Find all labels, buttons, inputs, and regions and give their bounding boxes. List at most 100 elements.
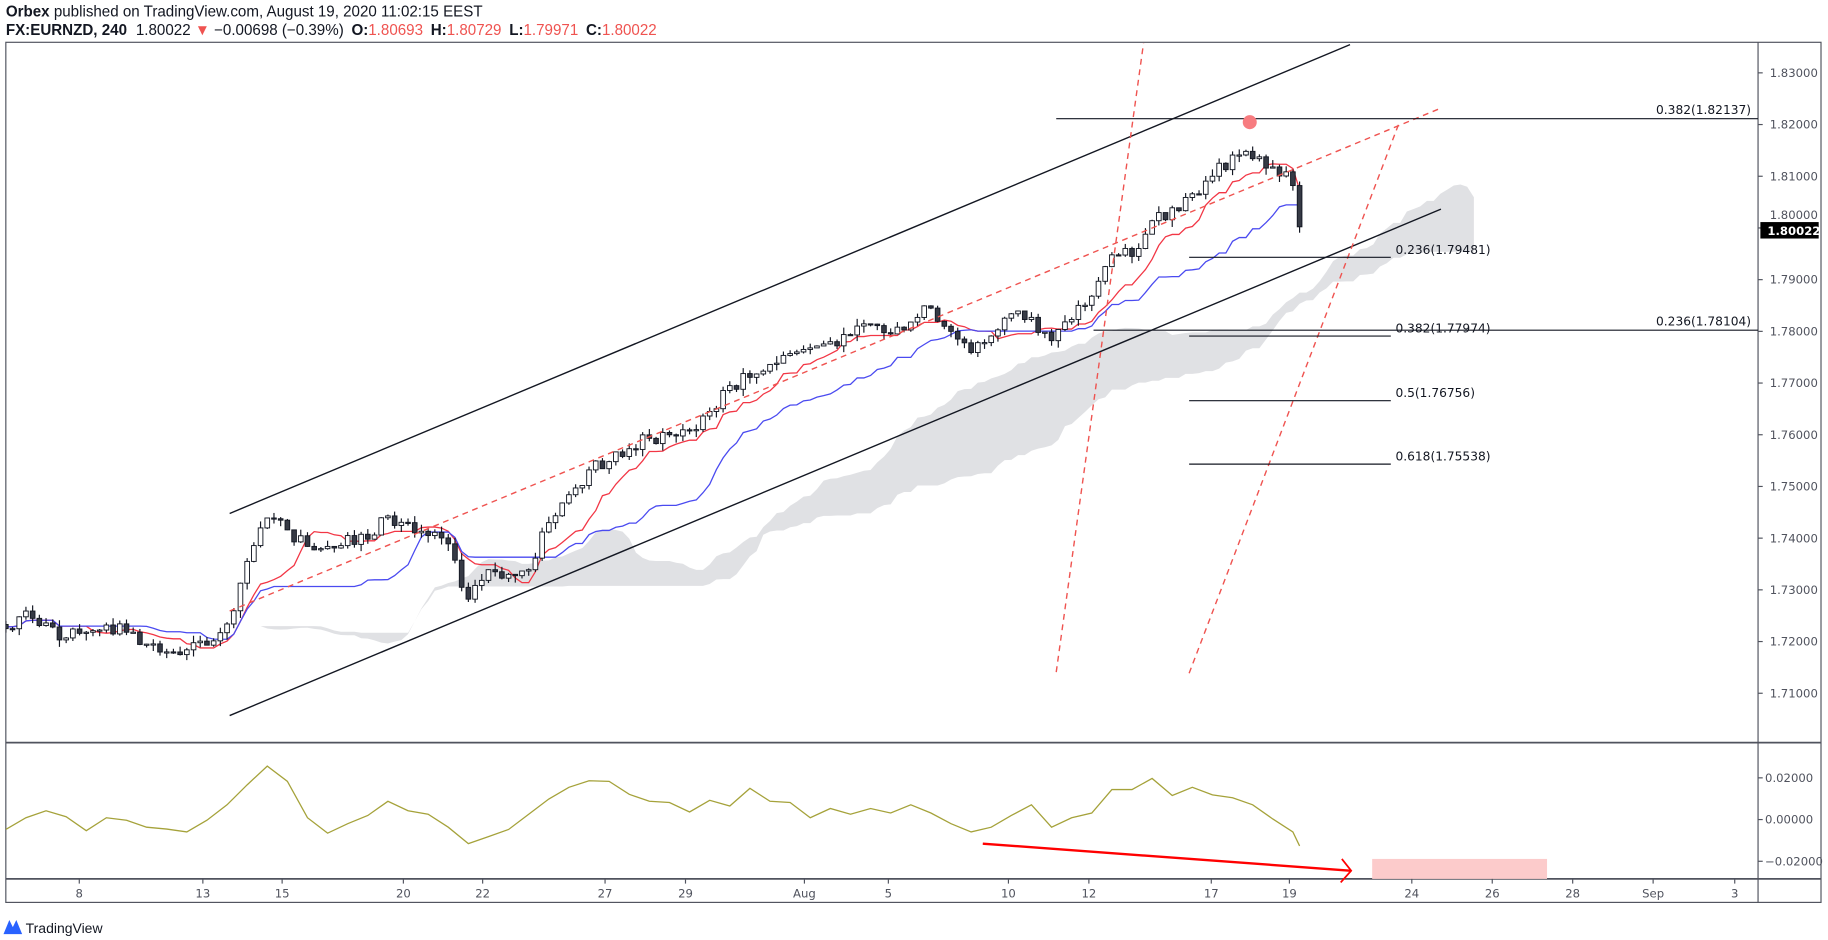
candle-bull [1269,166,1276,169]
candle-bear [391,515,398,526]
candle-bull [1202,180,1209,195]
candle-bull [539,531,545,559]
candle-bear [928,305,934,309]
candle-bull [1142,233,1149,249]
oscillator-pane [5,765,1301,847]
candle-bull [680,429,686,437]
candle-bull [1243,150,1249,156]
candle-bear [1162,212,1169,221]
candle-bull [1015,310,1021,315]
candle-bull [210,640,217,646]
candle-bear [425,530,431,537]
price-tick-label: 1.83000 [1770,66,1818,80]
candle-bear [492,569,498,573]
fib-label-0382-top: 0.382(1.82137) [1656,103,1751,117]
candle-bear [351,535,358,545]
candle-bear [277,518,284,521]
candle-bear [1129,247,1135,257]
candle-bull [532,557,539,571]
tradingview-logo[interactable]: TradingView [3,920,103,936]
candle-bull [224,623,230,634]
candle-bull [1088,295,1095,306]
candle-bear [653,437,659,445]
candle-bull [297,535,304,543]
candle-bull [150,643,157,646]
candle-bull [163,651,170,654]
candle-bull [257,527,264,547]
candle-bear [733,385,740,390]
time-tick-label: 10 [1001,887,1016,901]
candle-bear [311,545,317,551]
open-label: O: [351,22,368,39]
fan-line-1[interactable] [1055,42,1145,673]
candle-bull [740,373,747,390]
candle-bull [525,569,532,572]
candle-bull [975,342,981,354]
candle-bull [318,548,324,551]
time-tick-label: 8 [76,887,83,901]
open-value: 1.80693 [368,22,423,39]
candle-bear [331,545,338,549]
candle-bear [747,373,753,378]
fan-line-2[interactable] [1188,123,1400,674]
fib-label-0236-top: 0.236(1.78104) [1656,314,1751,328]
candle-bear [1115,254,1122,257]
candle-bull [921,305,927,318]
marker-dot[interactable] [1242,115,1257,130]
candle-bull [1229,154,1236,171]
candle-bull [1008,313,1015,319]
candle-bull [190,642,197,651]
candle-bull [981,342,988,345]
retracement-label-05: 0.5(1.76756) [1395,386,1474,400]
price-axis[interactable]: 1.83000 1.82000 1.81000 1.80000 1.79000 1.780… [1758,66,1818,700]
osc-tick-label: −0.02000 [1765,854,1823,868]
candle-bear [1263,156,1269,169]
channel-lower-line[interactable] [229,208,1442,717]
candle-bear [304,535,311,547]
candle-bull [197,640,204,644]
candle-bull [324,545,331,550]
candle-bull [358,533,364,545]
candle-bull [1109,254,1115,268]
high-value: 1.80729 [447,22,502,39]
channel-mid-dashed-line[interactable] [229,107,1442,612]
osc-tick-label: 0.00000 [1765,813,1813,827]
time-tick-label: 15 [275,887,290,901]
oscillator-axis[interactable]: 0.02000 0.00000 −0.02000 [1758,771,1823,868]
divergence-arrow[interactable] [982,842,1353,884]
price-tick-label: 1.73000 [1770,583,1818,597]
candle-bull [96,629,103,632]
candle-bull [787,353,793,356]
candle-bear [512,573,519,577]
price-tick-label: 1.78000 [1770,324,1818,338]
time-axis[interactable]: 8 13 15 20 22 27 29 Aug 5 10 12 17 19 24 26 28 Sep 3 [76,878,1739,901]
osc-tick-label: 0.02000 [1765,771,1813,785]
candle-bear [934,307,941,322]
candle-bull [1182,196,1189,212]
candle-bear [284,519,291,531]
candle-bear [881,325,887,334]
candle-bull [344,535,351,547]
candle-bull [1028,316,1035,321]
candle-bull [693,429,700,432]
candle-bull [606,461,612,470]
channel-upper-line[interactable] [229,43,1351,515]
target-zone[interactable] [1372,858,1548,879]
candle-bear [452,543,458,561]
drawings[interactable] [229,42,1759,717]
candle-bear [56,626,63,641]
candle-bear [619,451,626,457]
candle-bull [264,517,271,529]
candle-bull [418,530,425,534]
candle-bull [1001,317,1008,331]
time-tick-label: 20 [396,887,411,901]
candle-bear [5,624,9,630]
candle-bull [505,573,512,579]
candle-bull [23,610,29,618]
candle-bull [546,522,552,533]
candle-bear [887,332,894,335]
candle-bull [143,643,150,646]
triangle-down-icon: ▼ [195,22,210,39]
candle-bear [673,434,679,437]
